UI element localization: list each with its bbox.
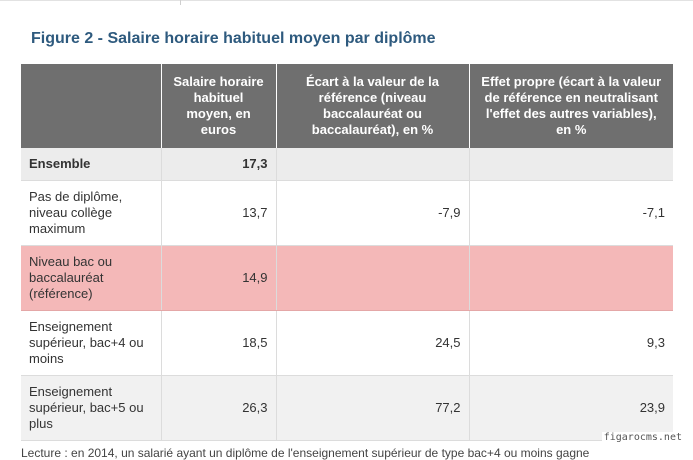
cell-salaire: 26,3 xyxy=(161,375,277,441)
table-row-bac5: Enseignement supérieur, bac+5 ou plus 26… xyxy=(21,375,673,441)
header-label-column xyxy=(21,64,162,148)
cell-effet: 23,9 xyxy=(469,375,673,441)
table-header-row: Salaire horaire habituel moyen, en euros… xyxy=(21,64,673,148)
cell-salaire: 13,7 xyxy=(161,180,277,246)
cell-ecart: 24,5 xyxy=(276,310,470,376)
cell-effet: 9,3 xyxy=(469,310,673,376)
cell-effet: -7,1 xyxy=(469,180,673,246)
row-label: Ensemble xyxy=(21,148,162,181)
row-label: Niveau bac ou baccalauréat (référence) xyxy=(21,245,162,311)
header-salaire: Salaire horaire habituel moyen, en euros xyxy=(161,64,277,148)
row-label: Enseignement supérieur, bac+5 ou plus xyxy=(21,375,162,441)
cell-effet xyxy=(469,245,673,311)
footnote-lecture: Lecture : en 2014, un salarié ayant un d… xyxy=(21,446,590,460)
cell-salaire: 14,9 xyxy=(161,245,277,311)
table-row-sans-diplome: Pas de diplôme, niveau collège maximum 1… xyxy=(21,180,673,246)
cell-ecart: 77,2 xyxy=(276,375,470,441)
salary-table: Salaire horaire habituel moyen, en euros… xyxy=(21,64,673,441)
watermark: figarocms.net xyxy=(601,432,684,443)
row-label: Enseignement supérieur, bac+4 ou moins xyxy=(21,310,162,376)
table-row-reference: Niveau bac ou baccalauréat (référence) 1… xyxy=(21,245,673,311)
top-divider xyxy=(0,0,693,1)
figure-title: Figure 2 - Salaire horaire habituel moye… xyxy=(31,30,436,47)
row-label: Pas de diplôme, niveau collège maximum xyxy=(21,180,162,246)
cell-effet xyxy=(469,148,673,181)
table-row-ensemble: Ensemble 17,3 xyxy=(21,148,673,181)
cell-salaire: 18,5 xyxy=(161,310,277,376)
header-ecart: Écart à la valeur de la référence (nivea… xyxy=(276,64,470,148)
table-row-bac4: Enseignement supérieur, bac+4 ou moins 1… xyxy=(21,310,673,376)
header-effet: Effet propre (écart à la valeur de référ… xyxy=(469,64,673,148)
cell-salaire: 17,3 xyxy=(161,148,277,181)
top-tick-mark xyxy=(180,0,181,5)
cell-ecart xyxy=(276,148,470,181)
cell-ecart xyxy=(276,245,470,311)
cell-ecart: -7,9 xyxy=(276,180,470,246)
